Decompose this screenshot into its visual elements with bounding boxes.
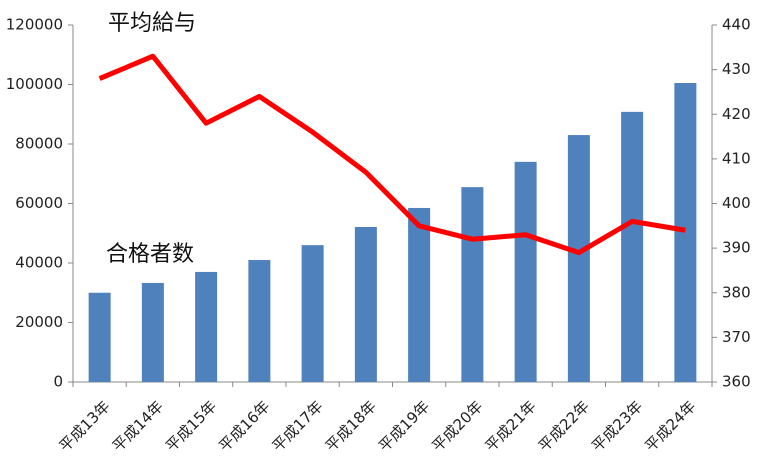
x-tick-label: 平成21年	[482, 397, 540, 455]
y-tick-label: 40000	[15, 254, 63, 272]
y-tick-label: 0	[53, 373, 63, 391]
y2-tick-label: 390	[722, 239, 751, 257]
y2-tick-label: 400	[722, 194, 751, 212]
bar	[514, 161, 537, 382]
y2-tick-label: 380	[722, 283, 751, 301]
x-tick-label: 平成23年	[588, 397, 646, 455]
bar	[461, 187, 484, 382]
x-tick-label: 平成13年	[56, 397, 114, 455]
bar	[301, 245, 324, 382]
bar	[408, 207, 431, 382]
bar	[248, 260, 271, 382]
bar-series-label: 合格者数	[106, 242, 194, 267]
y2-tick-label: 410	[722, 149, 751, 167]
x-tick-label: 平成16年	[215, 397, 273, 455]
bar	[88, 292, 111, 382]
y-tick-label: 60000	[15, 194, 63, 212]
x-tick-label: 平成20年	[428, 397, 486, 455]
bar	[354, 227, 377, 382]
x-tick-label: 平成24年	[641, 397, 699, 455]
y2-tick-label: 370	[722, 328, 751, 346]
y-tick-label: 20000	[15, 313, 63, 331]
bar	[621, 111, 644, 383]
y-tick-label: 120000	[6, 16, 63, 34]
x-tick-label: 平成14年	[109, 397, 167, 455]
line	[98, 53, 686, 256]
y2-tick-label: 430	[722, 60, 751, 78]
y2-tick-label: 440	[722, 16, 751, 34]
y-tick-label: 100000	[6, 75, 63, 93]
bar	[567, 135, 590, 382]
y2-tick-label: 420	[722, 105, 751, 123]
y-tick-label: 80000	[15, 135, 63, 153]
x-tick-label: 平成18年	[322, 397, 380, 455]
x-tick-label: 平成15年	[162, 397, 220, 455]
bar	[141, 282, 164, 382]
bar	[195, 271, 218, 382]
line-series-label: 平均給与	[108, 11, 196, 36]
x-tick-label: 平成19年	[375, 397, 433, 455]
x-tick-label: 平成22年	[535, 397, 593, 455]
bar	[674, 83, 697, 382]
y2-tick-label: 360	[722, 373, 751, 391]
x-tick-label: 平成17年	[269, 397, 327, 455]
